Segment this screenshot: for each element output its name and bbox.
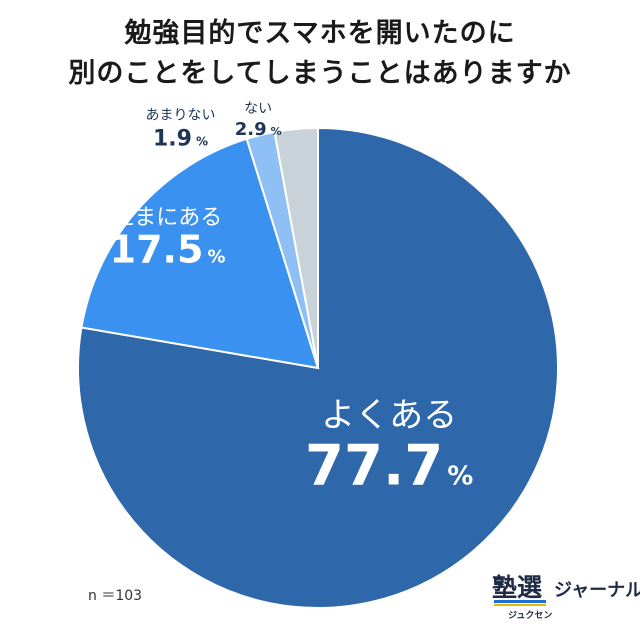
logo-kana: ジュクセン xyxy=(508,611,553,621)
logo-underline-yellow xyxy=(494,604,546,606)
title-line-2: 別のことをしてしまうことはありますか xyxy=(68,58,572,89)
slice-value-2: 17.5% xyxy=(110,227,226,271)
sample-size-label: n ＝103 xyxy=(88,588,143,604)
logo-brand-text: ジャーナル xyxy=(554,580,640,601)
slice-label-4: ない xyxy=(244,101,272,117)
slice-label-2: たまにある xyxy=(113,205,222,230)
slice-value-3: 1.9% xyxy=(153,126,208,151)
slice-value-4: 2.9% xyxy=(235,119,282,140)
pie-slice-1 xyxy=(77,126,559,609)
logo-mark: 塾選 xyxy=(492,573,543,602)
brand-logo: 塾選 ジュクセン ジャーナル xyxy=(492,568,640,624)
pie-slice-2 xyxy=(80,137,320,370)
slice-value-1: 77.7% xyxy=(305,433,473,498)
slice-label-3: あまりない xyxy=(146,107,216,123)
title-line-1: 勉強目的でスマホを開いたのに xyxy=(124,18,516,49)
logo-underline-blue xyxy=(494,600,546,603)
pie-slice-4 xyxy=(273,126,319,369)
slice-label-1: よくある xyxy=(321,395,457,435)
chart-title: 勉強目的でスマホを開いたのに 別のことをしてしまうことはありますか xyxy=(0,14,640,94)
